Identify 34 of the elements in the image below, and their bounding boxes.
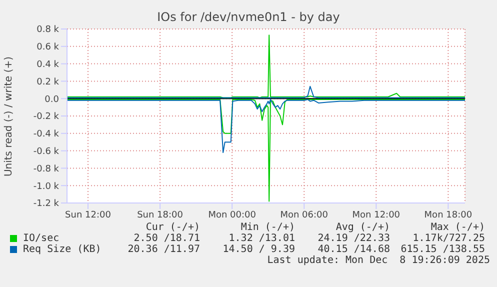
y-tick-label: -0.8 k: [33, 164, 60, 174]
y-tick-label: 0.8 k: [36, 25, 60, 36]
text: 1.17k/727.25: [412, 233, 485, 244]
x-tick-label: Sun 12:00: [65, 210, 112, 220]
text: 615.15 /138.55: [400, 244, 485, 255]
y-axis-title: Units read (-) / write (+): [4, 56, 14, 176]
text: 40.15 /14.68: [316, 244, 390, 255]
y-tick-label: 0.4 k: [36, 60, 60, 70]
x-tick-label: Mon 06:00: [280, 210, 328, 220]
text: 2.50 /18.71: [132, 233, 200, 244]
y-tick-label: -0.2 k: [33, 112, 60, 122]
y-tick-label: 0.6 k: [36, 42, 60, 53]
y-tick-label: 0.2 k: [36, 77, 60, 88]
x-tick-label: Sun 18:00: [137, 210, 184, 220]
x-tick-label: Mon 18:00: [424, 210, 472, 220]
x-tick-label: Mon 12:00: [352, 210, 400, 220]
text: 1.32 /13.01: [228, 233, 295, 244]
text: Last update: Mon Dec 8 19:26:09 2025: [266, 255, 490, 266]
y-tick-label: -1.0 k: [33, 182, 60, 192]
text: Min (-/+): [240, 222, 295, 233]
y-tick-label: -0.6 k: [33, 146, 60, 157]
x-tick-label: Mon 00:00: [208, 210, 256, 220]
y-tick-label: -0.4 k: [33, 130, 60, 140]
text: 20.36 /11.97: [126, 244, 200, 255]
text: Avg (-/+): [334, 222, 390, 233]
text: 24.19 /22.33: [316, 233, 390, 244]
legend-label: IO/sec: [22, 233, 60, 244]
text: 14.50 / 9.39: [222, 244, 295, 255]
y-tick-label: -1.2 k: [33, 199, 60, 210]
text: Cur (-/+): [144, 222, 200, 233]
y-tick-label: 0.0: [44, 94, 60, 105]
chart-title: IOs for /dev/nvme0n1 - by day: [156, 10, 341, 24]
text: Max (-/+): [430, 222, 485, 233]
legend-label: Req Size (KB): [22, 244, 102, 255]
